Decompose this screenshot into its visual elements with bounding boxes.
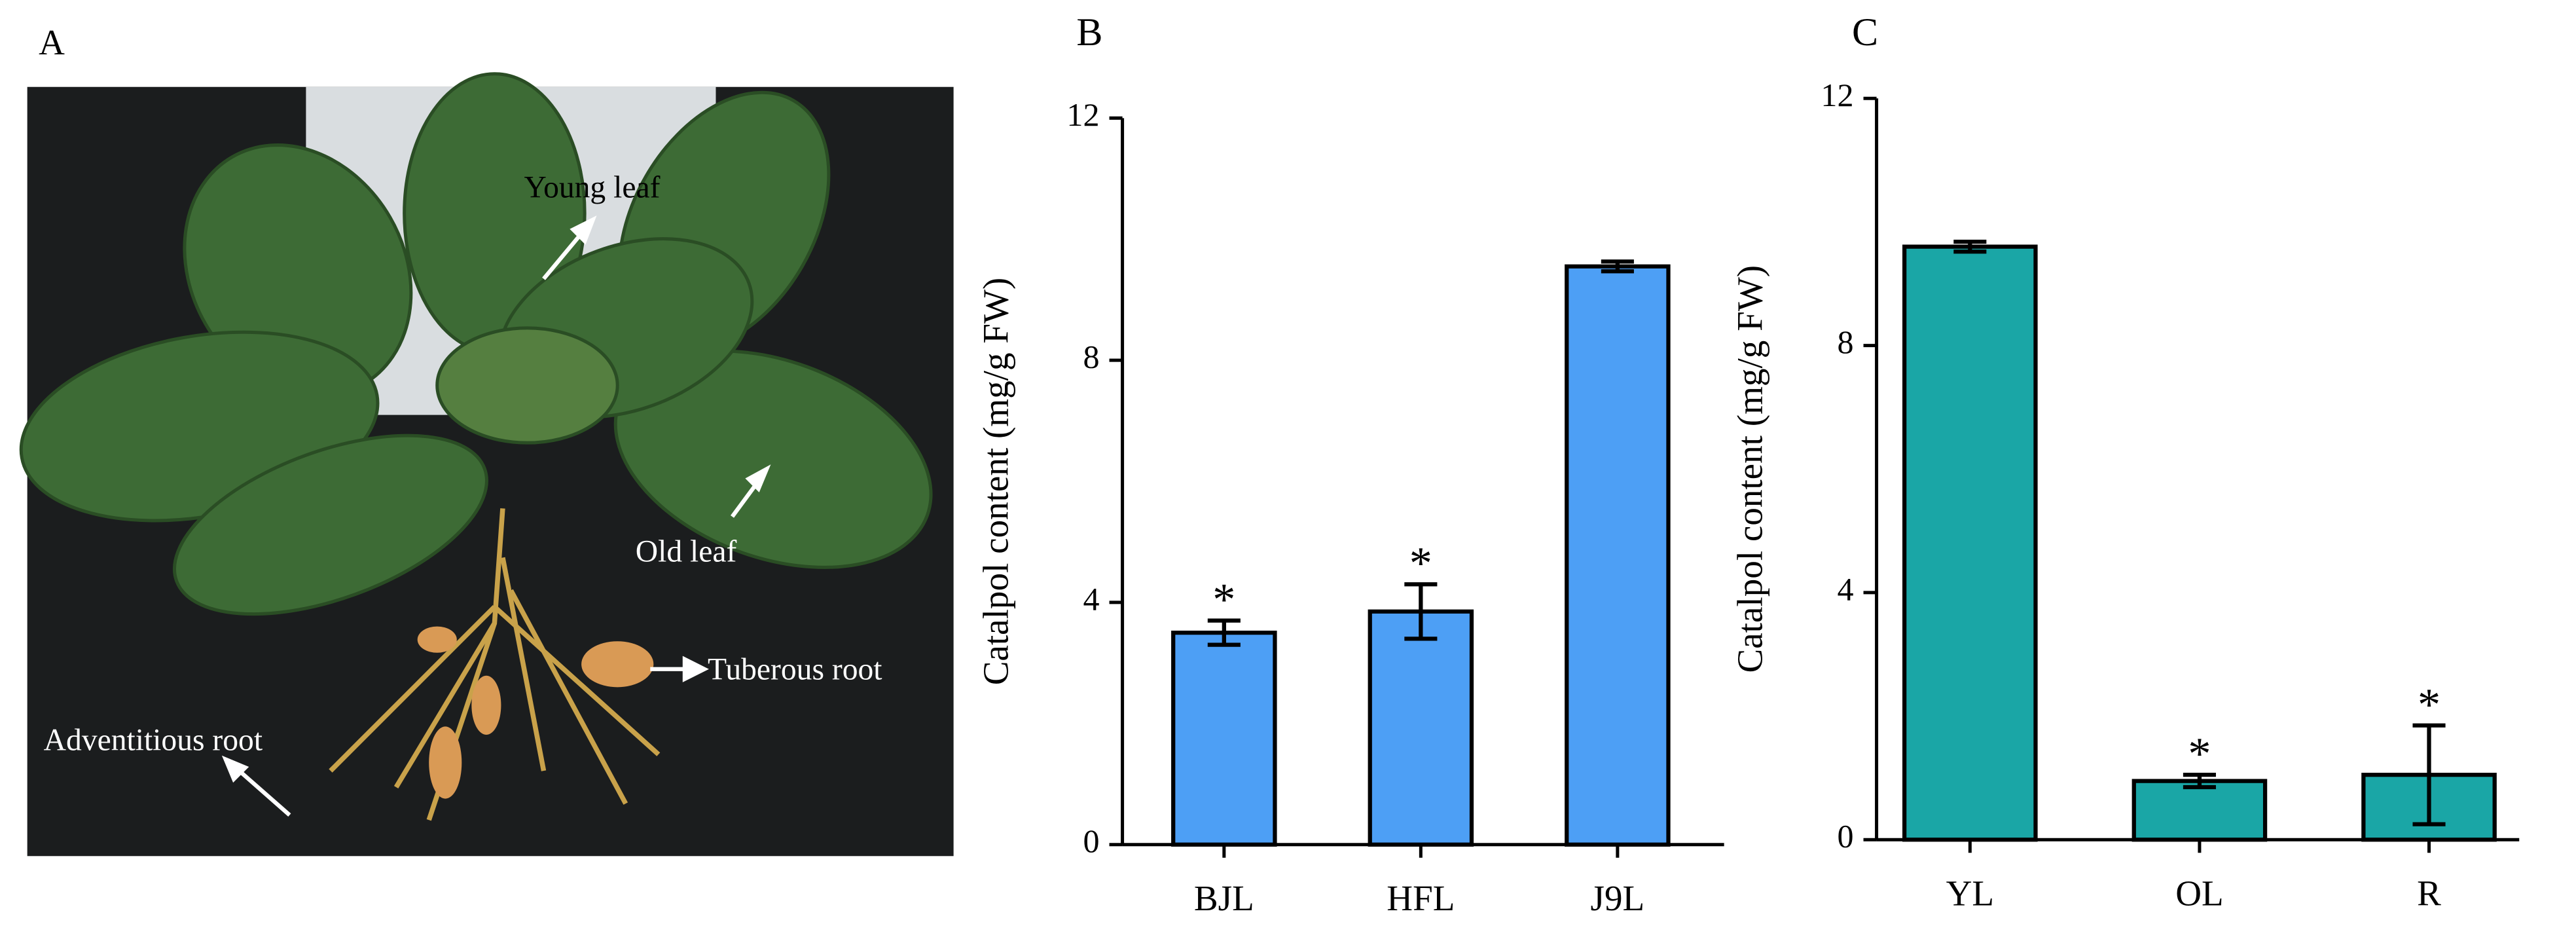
bar: [2132, 779, 2268, 842]
y-axis-title: Catalpol content (mg/g FW): [975, 278, 1015, 686]
photo-annotation: Adventitious root: [44, 723, 263, 757]
y-tick-label: 12: [1066, 96, 1099, 133]
error-bar: [1601, 259, 1634, 274]
x-tick-label: YL: [1946, 874, 1994, 914]
x-tick-label: J9L: [1591, 878, 1645, 918]
error-bar: [2412, 723, 2446, 826]
x-tick-label: HFL: [1387, 878, 1455, 918]
error-bar: [1207, 618, 1241, 647]
photo: Young leaf Old leaf Tuberous root Advent…: [19, 72, 954, 857]
significance-mark: *: [1409, 538, 1432, 589]
significance-mark: *: [2188, 729, 2211, 779]
panel-label: C: [1852, 10, 1878, 54]
bar: [1171, 631, 1277, 847]
photo-annotation: Tuberous root: [708, 653, 882, 687]
x-tick-label: R: [2417, 874, 2441, 914]
y-tick-label: 0: [1083, 823, 1099, 859]
error-bar: [2183, 773, 2216, 790]
significance-mark: *: [1212, 575, 1235, 625]
y-tick-label: 0: [1837, 818, 1853, 855]
panel-label: A: [39, 22, 65, 62]
error-bar: [1953, 239, 1987, 254]
panel-label: B: [1076, 10, 1102, 54]
y-tick-label: 4: [1837, 570, 1853, 607]
error-bar: [1404, 582, 1438, 641]
x-tick-label: OL: [2175, 874, 2223, 914]
y-tick-label: 4: [1083, 580, 1099, 617]
photo-annotation: Old leaf: [636, 534, 737, 568]
bar: [1565, 264, 1671, 847]
bar: [1902, 244, 2038, 842]
y-tick-label: 8: [1837, 324, 1853, 360]
y-axis-title: Catalpol content (mg/g FW): [1730, 265, 1769, 673]
photo-annotation: Young leaf: [524, 170, 660, 204]
y-tick-label: 8: [1083, 339, 1099, 375]
x-tick-label: BJL: [1194, 878, 1254, 918]
y-tick-label: 12: [1821, 77, 1853, 113]
significance-mark: *: [2418, 680, 2440, 730]
bar: [1368, 609, 1474, 847]
